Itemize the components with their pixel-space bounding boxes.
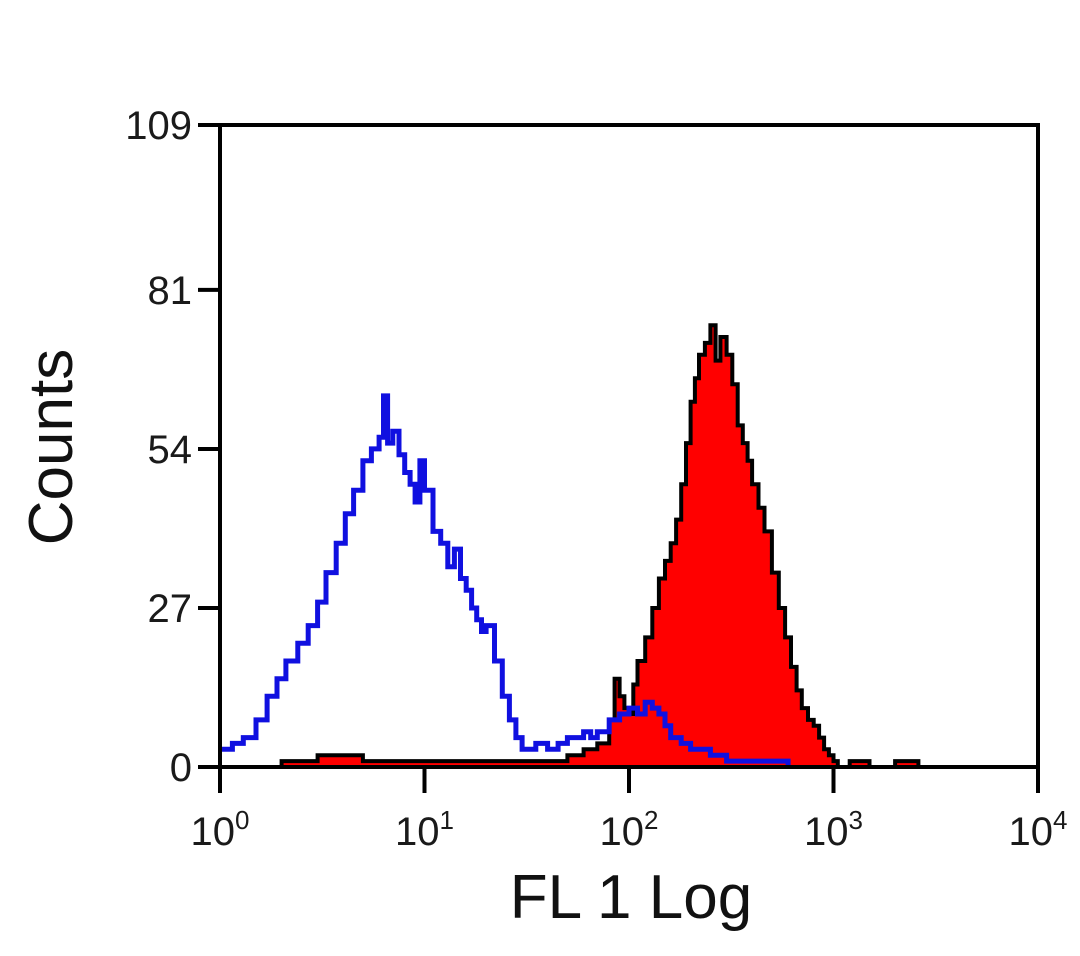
x-tick-label: 101 (395, 805, 454, 854)
x-tick-label: 102 (600, 805, 659, 854)
y-tick-label: 81 (148, 269, 193, 313)
stained-sample-filled-histogram (220, 325, 919, 767)
x-axis: 100 101 102 103 104 (191, 767, 1068, 854)
x-tick-label: 103 (804, 805, 863, 854)
y-tick-label: 54 (148, 428, 193, 472)
y-tick-label: 109 (125, 104, 192, 148)
y-tick-label: 27 (148, 587, 193, 631)
y-axis-title: Counts (17, 349, 86, 545)
y-axis: 0 27 54 81 109 (125, 104, 220, 790)
plot-frame (218, 123, 1040, 769)
x-tick-label: 104 (1009, 805, 1068, 854)
plot-area (220, 323, 921, 769)
y-tick-label: 0 (170, 746, 192, 790)
x-tick-label: 100 (191, 805, 250, 854)
stained-sample-outline (220, 323, 921, 769)
isotype-control-histogram (220, 393, 791, 767)
x-axis-title: FL 1 Log (510, 863, 752, 932)
